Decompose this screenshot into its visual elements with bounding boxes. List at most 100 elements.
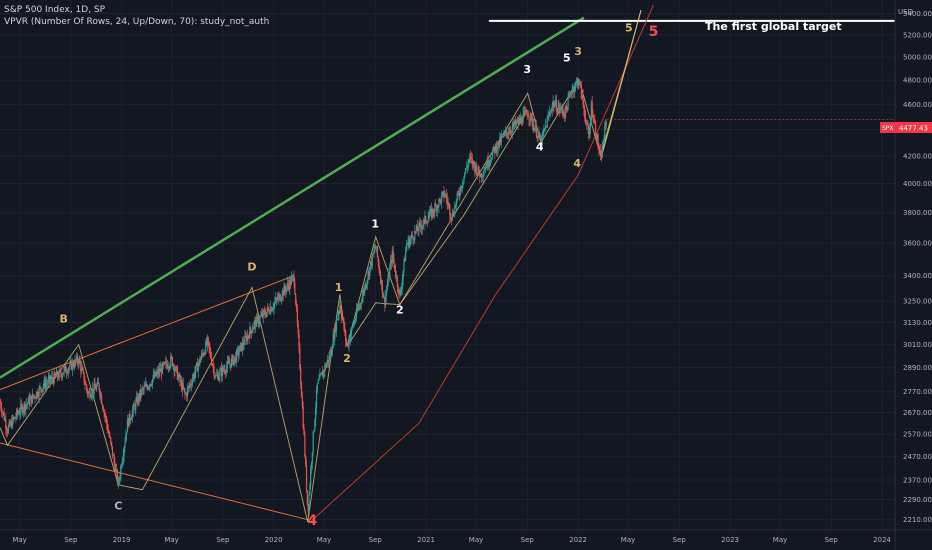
candle-body [84, 382, 86, 385]
candle-body [362, 290, 364, 297]
candle-body [403, 259, 405, 271]
candle-body [50, 379, 52, 382]
trend-line [0, 16, 585, 379]
candle-body [197, 364, 199, 372]
candle-body [348, 339, 350, 347]
candle-body [66, 372, 68, 374]
candle-body [180, 380, 183, 391]
price-tick-label: 2370.00 [903, 477, 932, 485]
price-tick-label: 3130.00 [903, 319, 932, 327]
candle-body [303, 427, 305, 435]
candle-body [529, 113, 532, 121]
candle-body [324, 365, 326, 373]
candle-body [245, 336, 248, 342]
candle-body [291, 276, 293, 278]
candle-body [83, 372, 85, 383]
candle-body [51, 376, 53, 380]
candle-body [500, 136, 502, 143]
candle-body [504, 130, 507, 134]
candle-body [495, 144, 497, 153]
candle-body [492, 146, 494, 153]
currency-label: USD [898, 8, 913, 16]
time-tick-label: Sep [825, 536, 839, 544]
candle-body [567, 96, 569, 111]
candle-body [350, 327, 353, 335]
last-price-value: 4477.43 [899, 125, 928, 133]
candle-body [198, 359, 200, 365]
candle-body [369, 266, 371, 276]
candle-body [583, 103, 585, 110]
candle-body [311, 452, 313, 464]
candle-body [387, 274, 389, 285]
candle-body [119, 476, 121, 480]
candle-body [28, 397, 30, 405]
candle-body [325, 365, 327, 368]
candle-body [10, 421, 12, 426]
indicator-label[interactable]: VPVR (Number Of Rows, 24, Up/Down, 70): … [4, 17, 270, 27]
candle-body [424, 216, 426, 219]
candle-body [588, 129, 590, 139]
candle-body [578, 82, 580, 87]
candle-body [137, 395, 139, 404]
candle-body [155, 372, 157, 376]
candle-body [602, 143, 604, 145]
candle-body [417, 230, 419, 232]
candle-body [299, 347, 301, 369]
trend-line [0, 442, 308, 521]
candle-body [297, 323, 299, 335]
candle-body [541, 133, 543, 146]
candle-body [136, 397, 138, 402]
candle-body [108, 432, 110, 437]
candle-body [579, 81, 581, 83]
candle-body [80, 363, 82, 372]
candle-body [373, 250, 375, 254]
candle-body [555, 100, 558, 112]
candle-body [421, 226, 423, 229]
candle-body [495, 144, 498, 153]
time-axis[interactable]: May Sep 2019 May Sep 2020 May Sep 2021 May Sep 2022… [12, 536, 891, 544]
candle-body [561, 106, 563, 110]
candle-body [54, 372, 56, 376]
candle-body [378, 262, 380, 270]
candle-body [152, 374, 154, 380]
candle-body [235, 356, 237, 363]
candle-body [445, 194, 447, 196]
candle-body [123, 447, 125, 456]
candle-body [598, 146, 600, 151]
candle-body [225, 366, 228, 373]
candle-body [296, 308, 298, 324]
candle-body [16, 410, 18, 418]
candle-body [288, 285, 290, 290]
candle-body [111, 446, 114, 456]
candle-body [21, 404, 23, 406]
candle-body [384, 297, 386, 306]
candle-body [544, 125, 547, 129]
candle-body [597, 134, 599, 147]
chart-title[interactable]: S&P 500 Index, 1D, SP [4, 5, 106, 15]
candle-body [565, 105, 568, 109]
candle-body [34, 396, 36, 398]
candle-body [512, 122, 514, 128]
candle-body [462, 182, 464, 185]
candle-body [483, 171, 485, 176]
candle-body [355, 318, 357, 322]
candle-body [554, 104, 556, 108]
candle-body [245, 335, 247, 337]
candle-body [339, 305, 341, 312]
candle-body [359, 303, 361, 308]
candle-body [260, 315, 262, 317]
candle-body [400, 288, 403, 292]
candle-body [72, 362, 74, 367]
candle-body [605, 122, 607, 124]
candle-body [497, 140, 499, 149]
candle-body [529, 119, 531, 121]
candle-body [255, 316, 258, 327]
candle-body [449, 205, 451, 216]
candle-body [165, 361, 167, 363]
time-tick-label: May [773, 536, 787, 544]
candle-body [76, 356, 78, 362]
candle-body [15, 417, 17, 419]
candle-body [195, 365, 197, 373]
candle-body [309, 484, 311, 494]
